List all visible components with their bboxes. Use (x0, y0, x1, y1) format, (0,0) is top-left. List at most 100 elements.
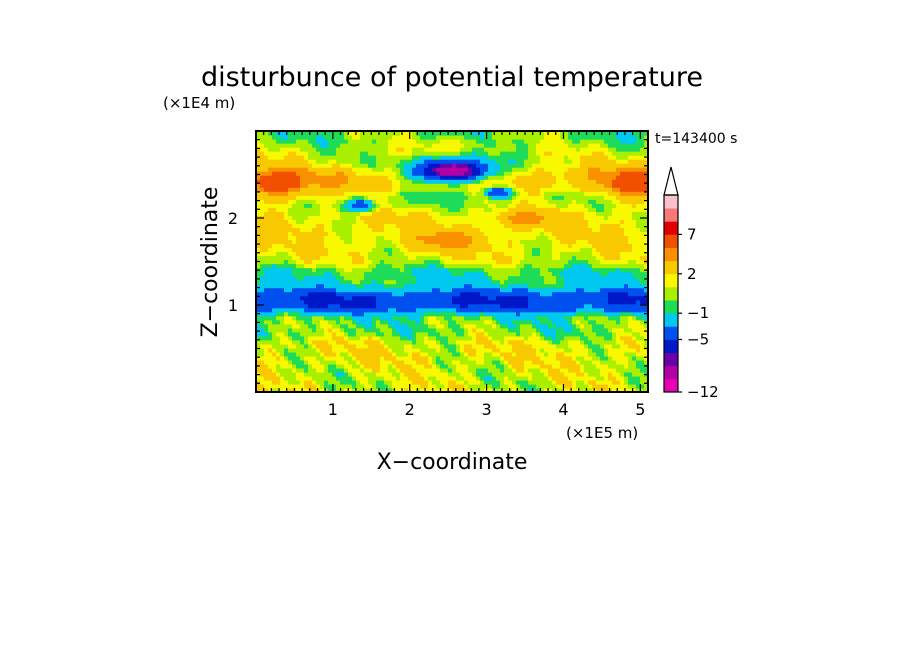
heatmap-cell (604, 311, 609, 317)
heatmap-cell (352, 359, 357, 365)
heatmap-cell (432, 303, 437, 309)
heatmap-cell (520, 303, 525, 309)
heatmap-cell (584, 339, 589, 345)
heatmap-cell (432, 259, 437, 265)
heatmap-cell (492, 283, 497, 289)
heatmap-cell (548, 303, 553, 309)
heatmap-cell (300, 359, 305, 365)
heatmap-cell (348, 251, 353, 257)
heatmap-cell (400, 339, 405, 345)
heatmap-cell (508, 203, 513, 208)
heatmap-cell (308, 351, 313, 357)
heatmap-cell (300, 275, 305, 281)
heatmap-cell (260, 335, 265, 341)
heatmap-cell (564, 203, 569, 208)
heatmap-cell (432, 207, 437, 212)
heatmap-cell (548, 375, 553, 381)
heatmap-cell (484, 255, 489, 261)
heatmap-cell (644, 339, 649, 345)
heatmap-cell (280, 307, 285, 313)
heatmap-cell (336, 195, 341, 200)
heatmap-cell (424, 379, 429, 385)
heatmap-cell (520, 283, 525, 289)
heatmap-cell (256, 195, 261, 200)
heatmap-cell (500, 255, 505, 261)
heatmap-cell (376, 219, 381, 224)
heatmap-cell (468, 247, 473, 253)
heatmap-cell (424, 291, 429, 297)
heatmap-cell (320, 255, 325, 261)
heatmap-cell (500, 299, 505, 305)
heatmap-cell (640, 387, 645, 393)
heatmap-cell (288, 239, 293, 245)
heatmap-cell (328, 379, 333, 385)
heatmap-cell (292, 375, 297, 381)
heatmap-cell (528, 203, 533, 208)
heatmap-cell (460, 263, 465, 269)
heatmap-cell (624, 363, 629, 369)
heatmap-cell (336, 247, 341, 253)
heatmap-cell (576, 239, 581, 245)
heatmap-cell (636, 223, 641, 228)
heatmap-cell (564, 191, 569, 196)
heatmap-cell (380, 307, 385, 313)
heatmap-cell (484, 347, 489, 353)
heatmap-cell (412, 323, 417, 329)
heatmap-cell (484, 363, 489, 369)
heatmap-cell (420, 211, 425, 216)
heatmap-cell (484, 191, 489, 196)
heatmap-cell (444, 283, 449, 289)
heatmap-cell (624, 315, 629, 321)
heatmap-cell (548, 347, 553, 353)
heatmap-cell (388, 243, 393, 249)
heatmap-cell (584, 231, 589, 236)
heatmap-cell (436, 211, 441, 216)
heatmap-cell (420, 263, 425, 269)
heatmap-cell (316, 287, 321, 293)
heatmap-cell (536, 223, 541, 228)
heatmap-cell (572, 243, 577, 249)
heatmap-cell (484, 207, 489, 212)
heatmap-cell (304, 195, 309, 200)
heatmap-cell (528, 211, 533, 216)
heatmap-cell (572, 255, 577, 261)
heatmap-cell (412, 331, 417, 337)
heatmap-cell (332, 355, 337, 361)
heatmap-cell (368, 339, 373, 345)
heatmap-cell (492, 263, 497, 269)
heatmap-cell (260, 311, 265, 317)
heatmap-cell (448, 235, 453, 241)
heatmap-cell (596, 199, 601, 204)
heatmap-cell (604, 247, 609, 253)
heatmap-cell (264, 299, 269, 305)
heatmap-cell (420, 311, 425, 317)
heatmap-cell (416, 299, 421, 305)
heatmap-cell (560, 359, 565, 365)
heatmap-cell (348, 367, 353, 373)
heatmap-cell (432, 331, 437, 337)
heatmap-cell (312, 255, 317, 261)
heatmap-cell (308, 211, 313, 216)
heatmap-cell (560, 311, 565, 317)
heatmap-cell (260, 235, 265, 241)
heatmap-cell (424, 299, 429, 305)
heatmap-cell (452, 323, 457, 329)
heatmap-cell (592, 327, 597, 333)
heatmap-cell (268, 367, 273, 373)
heatmap-cell (464, 235, 469, 241)
heatmap-cell (576, 199, 581, 204)
heatmap-cell (260, 299, 265, 305)
heatmap-cell (576, 351, 581, 357)
heatmap-cell (256, 287, 261, 293)
heatmap-cell (276, 199, 281, 204)
heatmap-cell (484, 299, 489, 305)
heatmap-cell (376, 359, 381, 365)
heatmap-cell (360, 311, 365, 317)
heatmap-cell (416, 315, 421, 321)
heatmap-cell (416, 195, 421, 200)
heatmap-cell (388, 339, 393, 345)
heatmap-cell (576, 343, 581, 349)
heatmap-cell (444, 303, 449, 309)
heatmap-cell (376, 199, 381, 204)
heatmap-cell (348, 375, 353, 381)
